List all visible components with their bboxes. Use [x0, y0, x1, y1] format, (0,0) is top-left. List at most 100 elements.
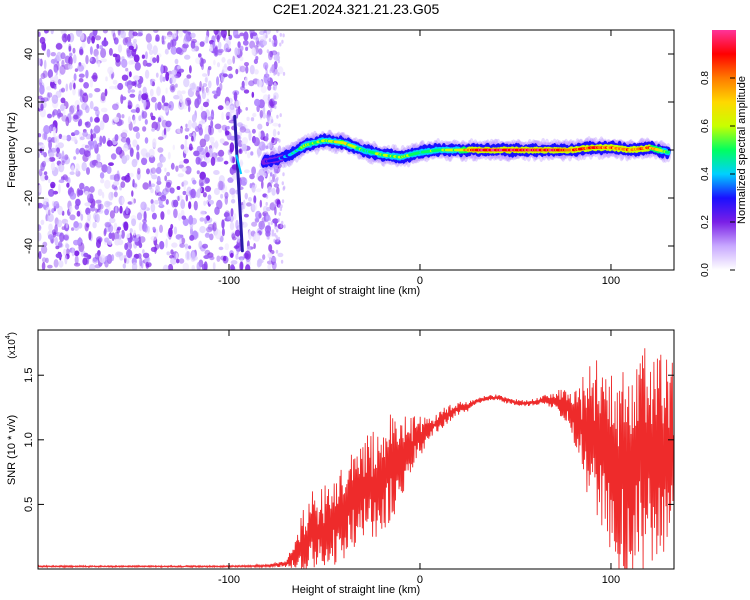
noise-blob [282, 186, 285, 191]
noise-blob [104, 221, 112, 228]
noise-blob [277, 145, 282, 154]
noise-blob [142, 182, 149, 190]
noise-blob [152, 45, 158, 56]
noise-blob [214, 123, 222, 130]
noise-blob [151, 127, 156, 132]
noise-blob [58, 241, 63, 248]
noise-blob [148, 155, 156, 164]
noise-blob [216, 255, 221, 262]
noise-blob [44, 175, 49, 181]
noise-blob [167, 42, 172, 50]
noise-blob [108, 191, 114, 201]
noise-blob [253, 232, 261, 242]
tone-track [260, 129, 672, 174]
noise-blob [60, 87, 66, 93]
noise-blob [199, 41, 205, 47]
noise-blob [191, 217, 197, 225]
noise-blob [53, 259, 59, 268]
noise-blob [165, 179, 173, 186]
noise-field [38, 30, 286, 270]
noise-blob [89, 46, 93, 55]
noise-blob [265, 34, 268, 39]
noise-blob [113, 186, 118, 191]
noise-blob [269, 172, 273, 177]
noise-blob [160, 211, 165, 220]
noise-blob [75, 198, 81, 207]
noise-blob [54, 224, 58, 235]
noise-blob [142, 218, 148, 224]
noise-blob [274, 206, 277, 216]
noise-blob [199, 171, 206, 180]
noise-blob [280, 224, 283, 228]
noise-blob [249, 40, 256, 49]
noise-blob [57, 78, 62, 85]
noise-blob [202, 73, 207, 77]
noise-blob [46, 48, 51, 58]
noise-blob [253, 243, 256, 249]
noise-blob [73, 262, 81, 267]
noise-blob [251, 202, 258, 211]
noise-blob [237, 41, 241, 49]
noise-blob [251, 47, 256, 56]
noise-blob [93, 212, 99, 221]
noise-blob [82, 257, 88, 266]
noise-blob [199, 80, 202, 91]
noise-blob [73, 54, 77, 64]
noise-blob [150, 199, 154, 205]
noise-blob [156, 175, 161, 184]
noise-blob [58, 163, 65, 173]
colorbar: 0.0 0.2 0.4 0.6 0.8 Normalized spectral ampl… [700, 30, 748, 277]
noise-blob [279, 32, 282, 37]
noise-blob [278, 204, 281, 209]
noise-blob [120, 30, 126, 39]
noise-blob [117, 30, 121, 36]
noise-blob [82, 93, 89, 103]
noise-blob [145, 33, 152, 43]
noise-blob [144, 137, 149, 144]
noise-blob [170, 162, 175, 170]
noise-blob [96, 54, 99, 65]
noise-blob [232, 55, 236, 64]
noise-blob [236, 47, 241, 55]
noise-blob [96, 239, 101, 249]
noise-blob [282, 71, 286, 76]
noise-blob [94, 136, 101, 141]
noise-blob [113, 191, 118, 198]
noise-blob [200, 161, 207, 168]
noise-blob [183, 183, 186, 191]
noise-blob [240, 86, 246, 91]
noise-blob [244, 192, 248, 200]
noise-blob [216, 49, 223, 56]
noise-blob [127, 116, 131, 125]
noise-blob [266, 215, 269, 220]
noise-blob [61, 210, 65, 216]
noise-blob [132, 114, 136, 121]
noise-blob [267, 263, 272, 270]
noise-blob [79, 49, 84, 56]
noise-blob [151, 96, 157, 103]
noise-blob [172, 144, 175, 151]
noise-blob [221, 124, 228, 131]
noise-blob [266, 260, 274, 265]
noise-blob [280, 259, 284, 264]
noise-blob [281, 181, 284, 186]
noise-blob [232, 156, 236, 164]
noise-blob [50, 30, 54, 35]
noise-blob [141, 157, 148, 166]
noise-blob [217, 41, 222, 49]
noise-blob [190, 40, 196, 49]
noise-blob [183, 34, 191, 42]
noise-blob [171, 242, 178, 248]
noise-blob [126, 80, 133, 90]
noise-blob [105, 76, 108, 82]
colorbar-label: Normalized spectral amplitude [736, 76, 748, 224]
noise-blob [90, 133, 94, 142]
noise-blob [89, 263, 96, 270]
noise-blob [138, 222, 143, 232]
noise-blob [56, 61, 60, 71]
noise-blob [66, 134, 72, 142]
noise-blob [244, 76, 248, 87]
noise-blob [277, 51, 280, 56]
noise-blob [267, 189, 270, 194]
